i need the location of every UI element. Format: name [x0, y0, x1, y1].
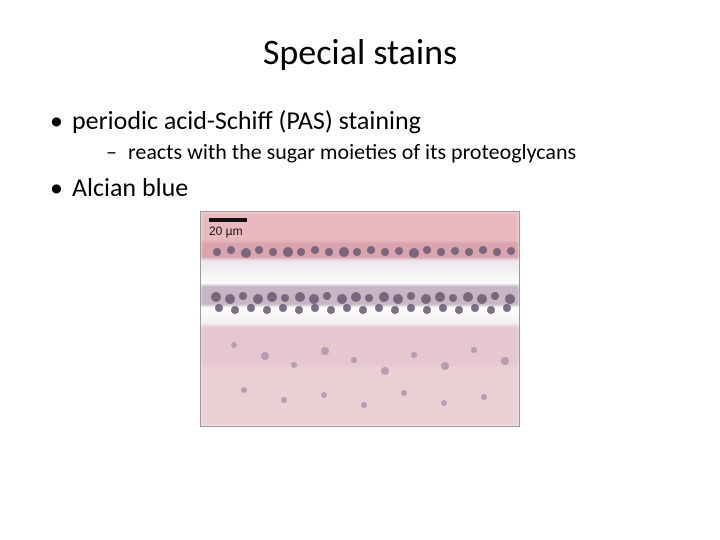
nucleus-dot	[471, 304, 479, 312]
nucleus-dot	[449, 294, 457, 302]
bullet-list: periodic acid-Schiff (PAS) staining reac…	[30, 104, 690, 203]
nucleus-dot	[231, 342, 237, 348]
bullet-text: periodic acid-Schiff (PAS) staining	[72, 104, 421, 136]
nucleus-dot	[211, 292, 221, 302]
sub-bullet-list: reacts with the sugar moieties of its pr…	[72, 138, 690, 165]
nucleus-dot	[477, 294, 487, 304]
nucleus-dot	[239, 292, 247, 300]
nucleus-dot	[491, 292, 499, 300]
nucleus-dot	[321, 392, 327, 398]
nucleus-dot	[381, 367, 389, 375]
nucleus-dot	[353, 248, 361, 256]
nucleus-dot	[501, 357, 509, 365]
nucleus-dot	[391, 306, 399, 314]
figure: 20 µm	[30, 211, 690, 427]
nucleus-dot	[309, 294, 319, 304]
nucleus-dot	[255, 246, 263, 254]
slide-title: Special stains	[30, 30, 690, 74]
nucleus-dot	[361, 402, 367, 408]
nucleus-dot	[505, 294, 515, 304]
nucleus-dot	[231, 306, 239, 314]
nucleus-dot	[421, 294, 431, 304]
nucleus-dot	[291, 362, 297, 368]
nucleus-dot	[279, 304, 287, 312]
nucleus-dot	[325, 248, 333, 256]
nucleus-dot	[215, 304, 223, 312]
nucleus-dot	[393, 294, 403, 304]
nucleus-dot	[339, 247, 349, 257]
sub-bullet-item: reacts with the sugar moieties of its pr…	[106, 138, 690, 165]
nucleus-dot	[375, 304, 383, 312]
nucleus-dot	[311, 304, 319, 312]
nucleus-dot	[367, 246, 375, 254]
nucleus-dot	[269, 248, 277, 256]
nucleus-dot	[423, 246, 431, 254]
scalebar-label: 20 µm	[209, 224, 247, 238]
nucleus-dot	[351, 357, 357, 363]
nucleus-dot	[395, 247, 403, 255]
nucleus-dot	[337, 294, 347, 304]
bullet-text: Alcian blue	[72, 171, 188, 203]
nucleus-dot	[479, 246, 487, 254]
nucleus-dot	[381, 248, 389, 256]
nucleus-dot	[481, 394, 487, 400]
nucleus-dot	[439, 304, 447, 312]
micrograph-image: 20 µm	[200, 211, 520, 427]
nucleus-dot	[463, 292, 473, 302]
nucleus-dot	[295, 292, 305, 302]
nucleus-dot	[323, 292, 331, 300]
nucleus-dot	[423, 306, 431, 314]
nucleus-dot	[351, 292, 361, 302]
nucleus-dot	[455, 306, 463, 314]
nucleus-dot	[281, 294, 289, 302]
nucleus-dot	[437, 248, 445, 256]
nucleus-dot	[227, 246, 235, 254]
nucleus-dot	[241, 387, 247, 393]
nucleus-dot	[487, 306, 495, 314]
scalebar: 20 µm	[209, 218, 247, 238]
nucleus-dot	[295, 306, 303, 314]
nucleus-dot	[441, 400, 447, 406]
nucleus-dot	[379, 292, 389, 302]
nucleus-dot	[411, 352, 417, 358]
nucleus-dot	[247, 304, 255, 312]
nucleus-dot	[465, 248, 473, 256]
nucleus-dot	[471, 347, 477, 353]
nucleus-dot	[321, 347, 329, 355]
nucleus-dot	[407, 304, 415, 312]
nucleus-dot	[435, 292, 445, 302]
nucleus-dot	[297, 248, 305, 256]
bullet-item: periodic acid-Schiff (PAS) staining reac…	[50, 104, 690, 165]
scalebar-line	[209, 218, 247, 222]
nucleus-dot	[253, 294, 263, 304]
slide: Special stains periodic acid-Schiff (PAS…	[0, 0, 720, 540]
nucleus-dot	[241, 248, 251, 258]
nucleus-dot	[493, 248, 501, 256]
nucleus-dot	[359, 306, 367, 314]
sub-bullet-text: reacts with the sugar moieties of its pr…	[128, 138, 576, 165]
nucleus-dot	[409, 248, 419, 258]
nucleus-dot	[503, 304, 511, 312]
nucleus-dot	[283, 247, 293, 257]
tissue-background	[201, 212, 519, 426]
nucleus-dot	[507, 247, 515, 255]
nucleus-dot	[213, 248, 221, 256]
bullet-item: Alcian blue	[50, 171, 690, 203]
nucleus-dot	[407, 292, 415, 300]
nucleus-dot	[343, 304, 351, 312]
nucleus-dot	[401, 390, 407, 396]
nucleus-dot	[225, 294, 235, 304]
nucleus-dot	[267, 292, 277, 302]
nucleus-dot	[441, 362, 449, 370]
nucleus-dot	[451, 247, 459, 255]
nucleus-dot	[327, 306, 335, 314]
nucleus-dot	[311, 246, 319, 254]
nucleus-dot	[281, 397, 287, 403]
nucleus-dot	[261, 352, 269, 360]
nucleus-dot	[365, 294, 373, 302]
nucleus-dot	[263, 306, 271, 314]
